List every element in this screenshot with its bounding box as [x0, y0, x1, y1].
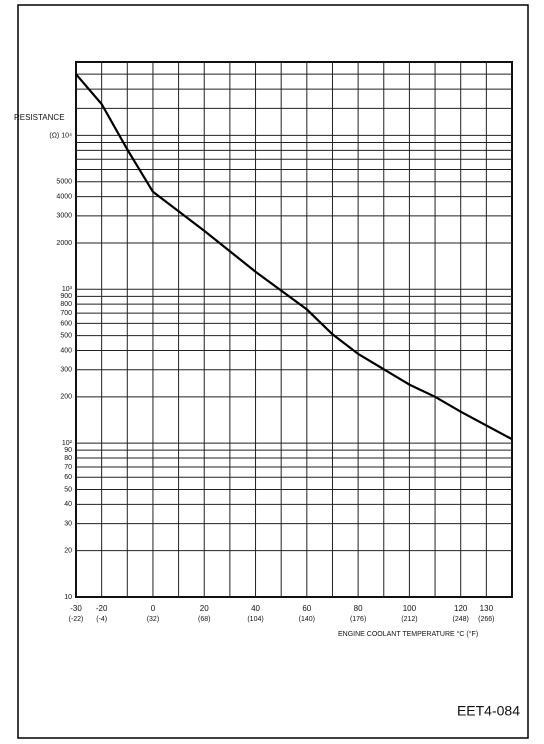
x-axis-label: ENGINE COOLANT TEMPERATURE °C (°F) [338, 630, 478, 638]
curve [75, 73, 513, 441]
x-tick-sublabel: (140) [299, 616, 315, 623]
y-tick-label: 2000 [56, 240, 72, 247]
y-tick-label: 3000 [56, 213, 72, 220]
x-tick-label: 130 [480, 604, 494, 613]
x-tick-sublabel: (68) [198, 616, 210, 623]
y-tick-label: 80 [64, 455, 72, 462]
x-tick-sublabel: (212) [401, 616, 417, 623]
y-tick-label: 900 [60, 293, 72, 300]
y-tick-label: 20 [64, 548, 72, 555]
x-tick-label: -30 [70, 604, 82, 613]
y-tick-label: 50 [64, 486, 72, 493]
x-tick-label: 60 [302, 604, 311, 613]
x-tick-sublabel: (-4) [96, 616, 107, 623]
y-tick-label: 10³ [62, 286, 73, 293]
y-tick-label: 200 [60, 394, 72, 401]
x-tick-label: 100 [403, 604, 417, 613]
y-tick-label: (Ω) 10⁴ [49, 132, 72, 139]
y-tick-label: 600 [60, 320, 72, 327]
y-tick-label: 40 [64, 501, 72, 508]
y-tick-label: 70 [64, 464, 72, 471]
y-axis-label: RESISTANCE [14, 113, 65, 122]
y-tick-label: 800 [60, 301, 72, 308]
frame [17, 4, 529, 739]
y-tick-label: 10² [62, 440, 73, 447]
y-tick-label: 30 [64, 520, 72, 527]
y-tick-label: 400 [60, 347, 72, 354]
x-tick-label: 120 [454, 604, 468, 613]
y-tick-label: 4000 [56, 193, 72, 200]
x-tick-label: 20 [200, 604, 209, 613]
y-tick-label: 5000 [56, 179, 72, 186]
y-tick-label: 500 [60, 332, 72, 339]
x-tick-sublabel: (-22) [69, 616, 84, 623]
y-tick-label: 60 [64, 474, 72, 481]
x-tick-label: 0 [151, 604, 156, 613]
x-tick-sublabel: (32) [147, 616, 159, 623]
y-tick-label: 700 [60, 310, 72, 317]
x-tick-label: 80 [354, 604, 363, 613]
figure-code: EET4-084 [457, 703, 520, 719]
y-tick-label: 300 [60, 367, 72, 374]
x-tick-sublabel: (248) [453, 616, 469, 623]
y-tick-label: 10 [64, 594, 72, 601]
x-tick-sublabel: (266) [478, 616, 494, 623]
x-tick-label: -20 [96, 604, 108, 613]
x-tick-sublabel: (176) [350, 616, 366, 623]
x-tick-label: 40 [251, 604, 260, 613]
y-tick-label: 90 [64, 447, 72, 454]
x-tick-sublabel: (104) [247, 616, 263, 623]
